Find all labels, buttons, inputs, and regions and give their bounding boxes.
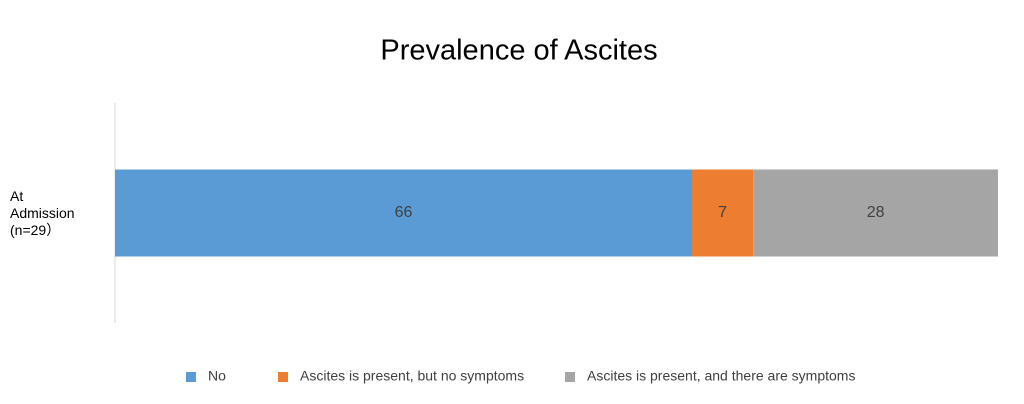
legend-swatch [278, 372, 288, 382]
chart-title: Prevalence of Ascites [380, 35, 657, 67]
data-label: 28 [867, 204, 885, 221]
data-label: 66 [395, 204, 413, 221]
legend-label: No [208, 368, 226, 384]
legend-swatch [565, 372, 575, 382]
legend-label: Ascites is present, but no symptoms [300, 368, 524, 384]
bar-segment [692, 169, 754, 257]
data-label: 7 [718, 204, 727, 221]
bar-segment [115, 169, 693, 257]
y-tick-label: At Admission (n=29） [10, 187, 75, 238]
legend-swatch [186, 372, 196, 382]
bar-segment [753, 169, 998, 257]
legend-label: Ascites is present, and there are sympto… [587, 368, 855, 384]
